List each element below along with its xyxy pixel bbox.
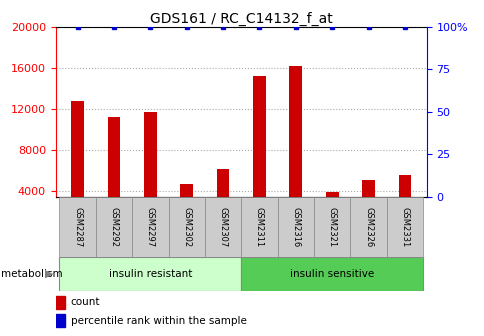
Bar (241, 257, 422, 291)
Bar (95, 197, 132, 257)
Text: GSM2302: GSM2302 (182, 207, 191, 247)
Bar (71, 101, 84, 233)
Text: GSM2287: GSM2287 (73, 207, 82, 247)
Bar (349, 197, 386, 257)
Bar (241, 197, 277, 257)
Bar (59, 257, 241, 291)
Text: count: count (71, 297, 100, 307)
Bar (314, 197, 349, 257)
Bar (144, 112, 156, 233)
Text: percentile rank within the sample: percentile rank within the sample (71, 316, 246, 326)
Text: ▶: ▶ (45, 269, 53, 279)
Bar (386, 197, 422, 257)
Bar (107, 117, 120, 233)
Text: GSM2326: GSM2326 (363, 207, 372, 247)
Text: GSM2297: GSM2297 (146, 207, 154, 247)
Bar (180, 184, 193, 233)
Title: GDS161 / RC_C14132_f_at: GDS161 / RC_C14132_f_at (150, 12, 332, 26)
Text: insulin resistant: insulin resistant (108, 269, 192, 279)
Bar (56, 314, 65, 327)
Bar (277, 197, 314, 257)
Bar (56, 296, 65, 309)
Bar (362, 180, 374, 233)
Bar (216, 169, 229, 233)
Text: GSM2307: GSM2307 (218, 207, 227, 247)
Text: GSM2321: GSM2321 (327, 207, 336, 247)
Bar (59, 197, 95, 257)
Text: GSM2311: GSM2311 (255, 207, 263, 247)
Text: GSM2316: GSM2316 (291, 207, 300, 247)
Text: metabolism: metabolism (1, 269, 62, 279)
Text: GSM2331: GSM2331 (400, 207, 408, 247)
Bar (168, 197, 204, 257)
Text: GSM2292: GSM2292 (109, 207, 118, 247)
Bar (132, 197, 168, 257)
Bar (325, 193, 338, 233)
Bar (398, 175, 410, 233)
Text: insulin sensitive: insulin sensitive (289, 269, 374, 279)
Bar (253, 76, 265, 233)
Bar (204, 197, 241, 257)
Bar (289, 66, 302, 233)
